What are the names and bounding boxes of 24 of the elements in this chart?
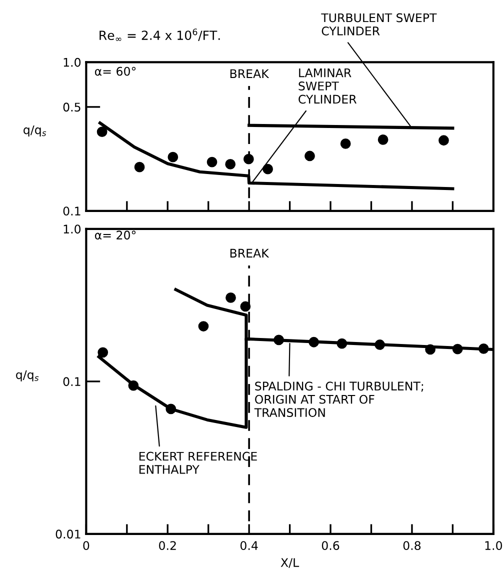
y-axis-title: q/q$_{s}$: [24, 125, 46, 136]
x-tick-label: 0: [83, 541, 90, 550]
x-tick-label: 0.8: [403, 541, 421, 550]
x-tick-label: 1.0: [485, 541, 502, 550]
ref-line-label: BREAK: [230, 69, 270, 78]
ref-line-label: BREAK: [230, 248, 270, 258]
annotation: ECKERT REFERENCE ENTHALPY: [139, 452, 257, 474]
x-axis-title: X/L: [280, 558, 300, 568]
annotation: SPALDING - CHI TURBULENT; ORIGIN AT START OF TRANSITION: [254, 382, 424, 418]
annotation: α= 60°: [94, 66, 136, 76]
annotation: LAMINAR SWEPT CYLINDER: [298, 68, 356, 104]
y-tick-label: 1.0: [64, 58, 81, 67]
annotation: TURBULENT SWEPT CYLINDER: [321, 13, 437, 36]
y-tick-label: 1.0: [64, 224, 81, 234]
y-axis-title: q/q$_{s}$: [16, 370, 39, 382]
chart-title: Re$_{∞}$ = 2.4 x 10$^{6}$/FT.: [100, 28, 220, 42]
y-tick-label: 0.1: [63, 377, 80, 386]
annotation: α= 20°: [94, 230, 136, 240]
x-tick-label: 0.2: [159, 541, 176, 550]
x-tick-label: 0.4: [240, 541, 258, 550]
x-tick-label: 0.6: [322, 541, 340, 550]
y-tick-label: 0.1: [63, 206, 80, 216]
y-tick-label: 0.01: [56, 530, 80, 539]
y-tick-label: 0.5: [63, 102, 80, 112]
